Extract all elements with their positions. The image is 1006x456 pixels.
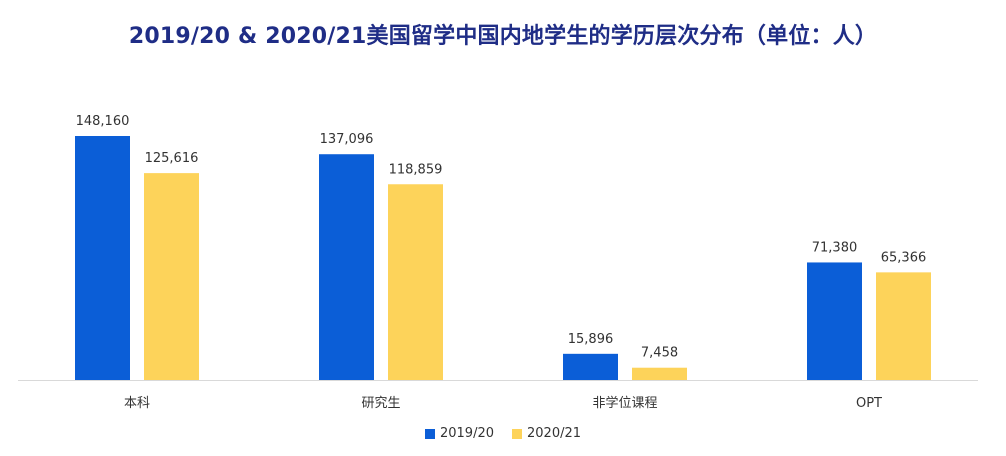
data-label-2020-21-cat-3: 65,366 <box>881 250 927 265</box>
data-label-2019-20-cat-0: 148,160 <box>76 114 130 129</box>
legend-swatch-2020-21 <box>512 428 522 439</box>
data-label-2019-20-cat-1: 137,096 <box>320 132 374 147</box>
data-label-2020-21-cat-0: 125,616 <box>145 151 199 166</box>
legend: 2019/20 2020/21 <box>0 426 1006 441</box>
chart-title: 2019/20 & 2020/21美国留学中国内地学生的学历层次分布（单位：人） <box>128 24 878 49</box>
bar-2020-21-cat-2 <box>632 367 687 380</box>
data-label-2019-20-cat-3: 71,380 <box>812 240 858 255</box>
bar-2019-20-cat-0 <box>75 136 130 380</box>
category-label-1: 研究生 <box>361 396 400 411</box>
bar-2020-21-cat-0 <box>144 173 199 380</box>
category-label-2: 非学位课程 <box>592 395 657 411</box>
category-label-3: OPT <box>856 396 882 411</box>
legend-item-2019-20: 2019/20 <box>424 426 494 441</box>
data-label-2019-20-cat-2: 15,896 <box>568 332 614 347</box>
bar-2019-20-cat-2 <box>563 353 618 380</box>
bar-2020-21-cat-3 <box>876 272 931 380</box>
bar-2020-21-cat-1 <box>388 184 443 380</box>
legend-swatch-2019-20 <box>424 428 435 439</box>
legend-label-2019-20: 2019/20 <box>439 426 494 441</box>
data-label-2020-21-cat-2: 7,458 <box>641 346 678 361</box>
legend-label-2020-21: 2020/21 <box>527 426 582 441</box>
legend-item-2020-21: 2020/21 <box>512 426 581 441</box>
bar-2019-20-cat-3 <box>807 262 862 380</box>
category-label-0: 本科 <box>124 396 150 411</box>
data-label-2020-21-cat-1: 118,859 <box>389 162 443 177</box>
bar-2019-20-cat-1 <box>319 154 374 380</box>
